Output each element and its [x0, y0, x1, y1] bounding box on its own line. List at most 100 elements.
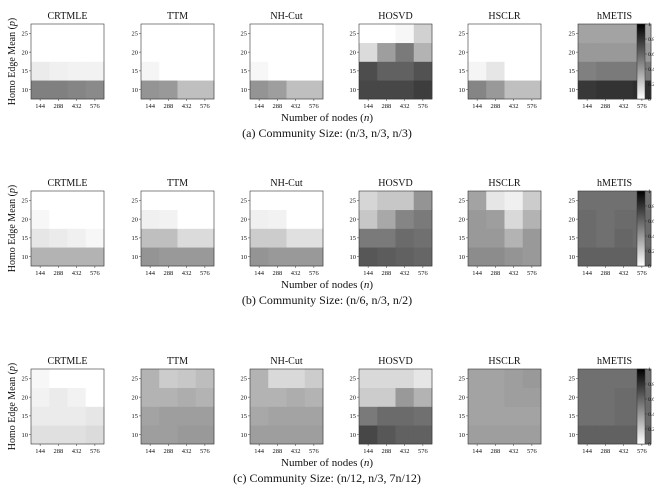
colorbar-tick-label: 0 [648, 264, 651, 270]
y-tick-label: 15 [241, 235, 248, 242]
x-tick-label: 432 [72, 448, 82, 455]
y-tick-label: 15 [569, 235, 576, 242]
heatmap-cell [195, 80, 215, 100]
x-tick-label: 288 [491, 103, 501, 110]
colorbar-tick-label: 0.4 [648, 67, 654, 73]
x-tick-label: 432 [400, 103, 410, 110]
heatmap-cell [596, 406, 615, 426]
heatmap-cell [85, 425, 105, 445]
colorbar: 0 0.2 0.4 0.6 0.8 1 [636, 22, 654, 103]
y-axis-label-prefix: Homo Edge Mean ( [7, 25, 18, 105]
heatmap-cell [578, 369, 597, 389]
x-tick-label: 576 [309, 448, 320, 455]
y-tick-label: 20 [459, 216, 466, 223]
heatmap-cell [85, 387, 105, 407]
heatmap-cell [177, 24, 197, 44]
x-tick-label: 288 [601, 270, 611, 277]
x-tick-label: 144 [363, 448, 374, 455]
panel-title: NH-Cut [270, 356, 302, 367]
x-axis-label-var: n [364, 112, 370, 124]
y-tick-label: 15 [350, 413, 357, 420]
y-tick-label: 20 [22, 394, 29, 401]
heatmap-cell [596, 191, 615, 211]
x-tick-label: 432 [509, 270, 519, 277]
heatmap-cell [304, 247, 324, 267]
heatmap-cell [596, 80, 615, 100]
x-tick-label: 432 [619, 103, 629, 110]
x-tick-label: 432 [291, 270, 301, 277]
heatmap-cell [304, 228, 324, 248]
heatmap-cell [195, 369, 215, 389]
heatmap-cell [195, 387, 215, 407]
heatmap-cell [578, 209, 597, 229]
heatmap-cell [268, 425, 287, 445]
heatmap-cell [578, 247, 597, 267]
y-tick-label: 10 [459, 87, 466, 94]
y-tick-label: 25 [350, 198, 357, 205]
x-tick-label: 288 [382, 270, 392, 277]
y-tick-label: 15 [22, 235, 29, 242]
x-tick-label: 144 [363, 270, 374, 277]
x-tick-label: 432 [400, 448, 410, 455]
panel-frame [249, 23, 324, 100]
heatmap-cell [578, 42, 597, 62]
y-tick-label: 15 [132, 413, 139, 420]
y-tick-label: 25 [459, 31, 466, 38]
heatmap-cell [67, 24, 87, 44]
heatmap-cell [522, 369, 542, 389]
heatmap-cell [141, 387, 160, 407]
colorbar-tick-label: 0 [648, 97, 651, 103]
panel-title: HSCLR [488, 356, 521, 367]
heatmap-cell [486, 425, 505, 445]
heatmap-cell [504, 228, 524, 248]
panel-title: CRTMLE [48, 11, 88, 22]
y-tick-label: 25 [241, 376, 248, 383]
panel-title: HSCLR [488, 11, 521, 22]
heatmap-cell [468, 209, 487, 229]
heatmap-cell [359, 61, 378, 81]
heatmap-cell [141, 191, 160, 211]
x-tick-label: 576 [90, 448, 101, 455]
heatmap-cell [177, 191, 197, 211]
heatmap-cell [413, 61, 433, 81]
colorbar-tick-label: 0.4 [648, 234, 654, 240]
x-tick-label: 576 [637, 103, 648, 110]
heatmap-cell [413, 42, 433, 62]
heatmap-panel: CRTMLE 10 15 20 25 144 288 432 576 [22, 11, 105, 110]
heatmap-cell [413, 387, 433, 407]
panel-title: HOSVD [378, 356, 412, 367]
heatmap-cell [395, 24, 415, 44]
x-tick-label: 144 [254, 270, 265, 277]
heatmap-cell [377, 191, 396, 211]
x-axis-label-suffix: ) [369, 279, 373, 291]
heatmap-cell [304, 61, 324, 81]
heatmap-cell [578, 425, 597, 445]
heatmap-cell [159, 228, 178, 248]
y-tick-label: 20 [569, 394, 576, 401]
heatmap-cell [31, 61, 50, 81]
y-tick-label: 15 [569, 413, 576, 420]
y-tick-label: 20 [459, 394, 466, 401]
colorbar-tick-label: 1 [648, 189, 651, 195]
heatmap-cell [268, 61, 287, 81]
heatmap-cell [614, 61, 634, 81]
heatmap-cell [504, 24, 524, 44]
heatmap-cell [141, 425, 160, 445]
heatmap-cell [614, 191, 634, 211]
heatmap-cell [395, 42, 415, 62]
y-axis-label-suffix: ) [7, 185, 18, 188]
heatmap-cell [250, 209, 269, 229]
heatmap-cell [195, 247, 215, 267]
y-tick-label: 20 [459, 49, 466, 56]
y-tick-label: 15 [569, 68, 576, 75]
x-tick-label: 576 [90, 270, 101, 277]
x-tick-label: 144 [472, 103, 483, 110]
heatmap-cell [359, 80, 378, 100]
x-tick-label: 576 [527, 270, 538, 277]
heatmap-cell [504, 247, 524, 267]
x-tick-label: 144 [145, 103, 156, 110]
heatmap-cell [49, 247, 68, 267]
heatmap-cell [31, 209, 50, 229]
panel-frame [30, 190, 105, 267]
